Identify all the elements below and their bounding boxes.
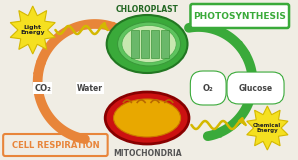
Bar — [131, 30, 139, 58]
Ellipse shape — [107, 15, 187, 73]
Polygon shape — [247, 106, 288, 150]
Polygon shape — [10, 6, 55, 54]
Text: Glucose: Glucose — [238, 84, 273, 92]
Bar — [151, 30, 159, 58]
Text: Light
Energy: Light Energy — [21, 25, 45, 35]
Ellipse shape — [105, 92, 189, 144]
Text: O₂: O₂ — [203, 84, 214, 92]
Text: PHOTOSYNTHESIS: PHOTOSYNTHESIS — [193, 12, 286, 20]
Bar — [141, 30, 149, 58]
Bar — [161, 30, 169, 58]
Ellipse shape — [122, 25, 176, 63]
Text: Chemical
Energy: Chemical Energy — [253, 123, 282, 133]
Ellipse shape — [114, 99, 181, 137]
Text: Water: Water — [77, 84, 103, 92]
FancyBboxPatch shape — [190, 4, 289, 28]
Text: CELL RESPIRATION: CELL RESPIRATION — [12, 140, 99, 149]
Text: CHLOROPLAST: CHLOROPLAST — [116, 4, 179, 13]
Text: MITOCHONDRIA: MITOCHONDRIA — [113, 148, 181, 157]
Ellipse shape — [117, 22, 181, 66]
Text: CO₂: CO₂ — [34, 84, 51, 92]
